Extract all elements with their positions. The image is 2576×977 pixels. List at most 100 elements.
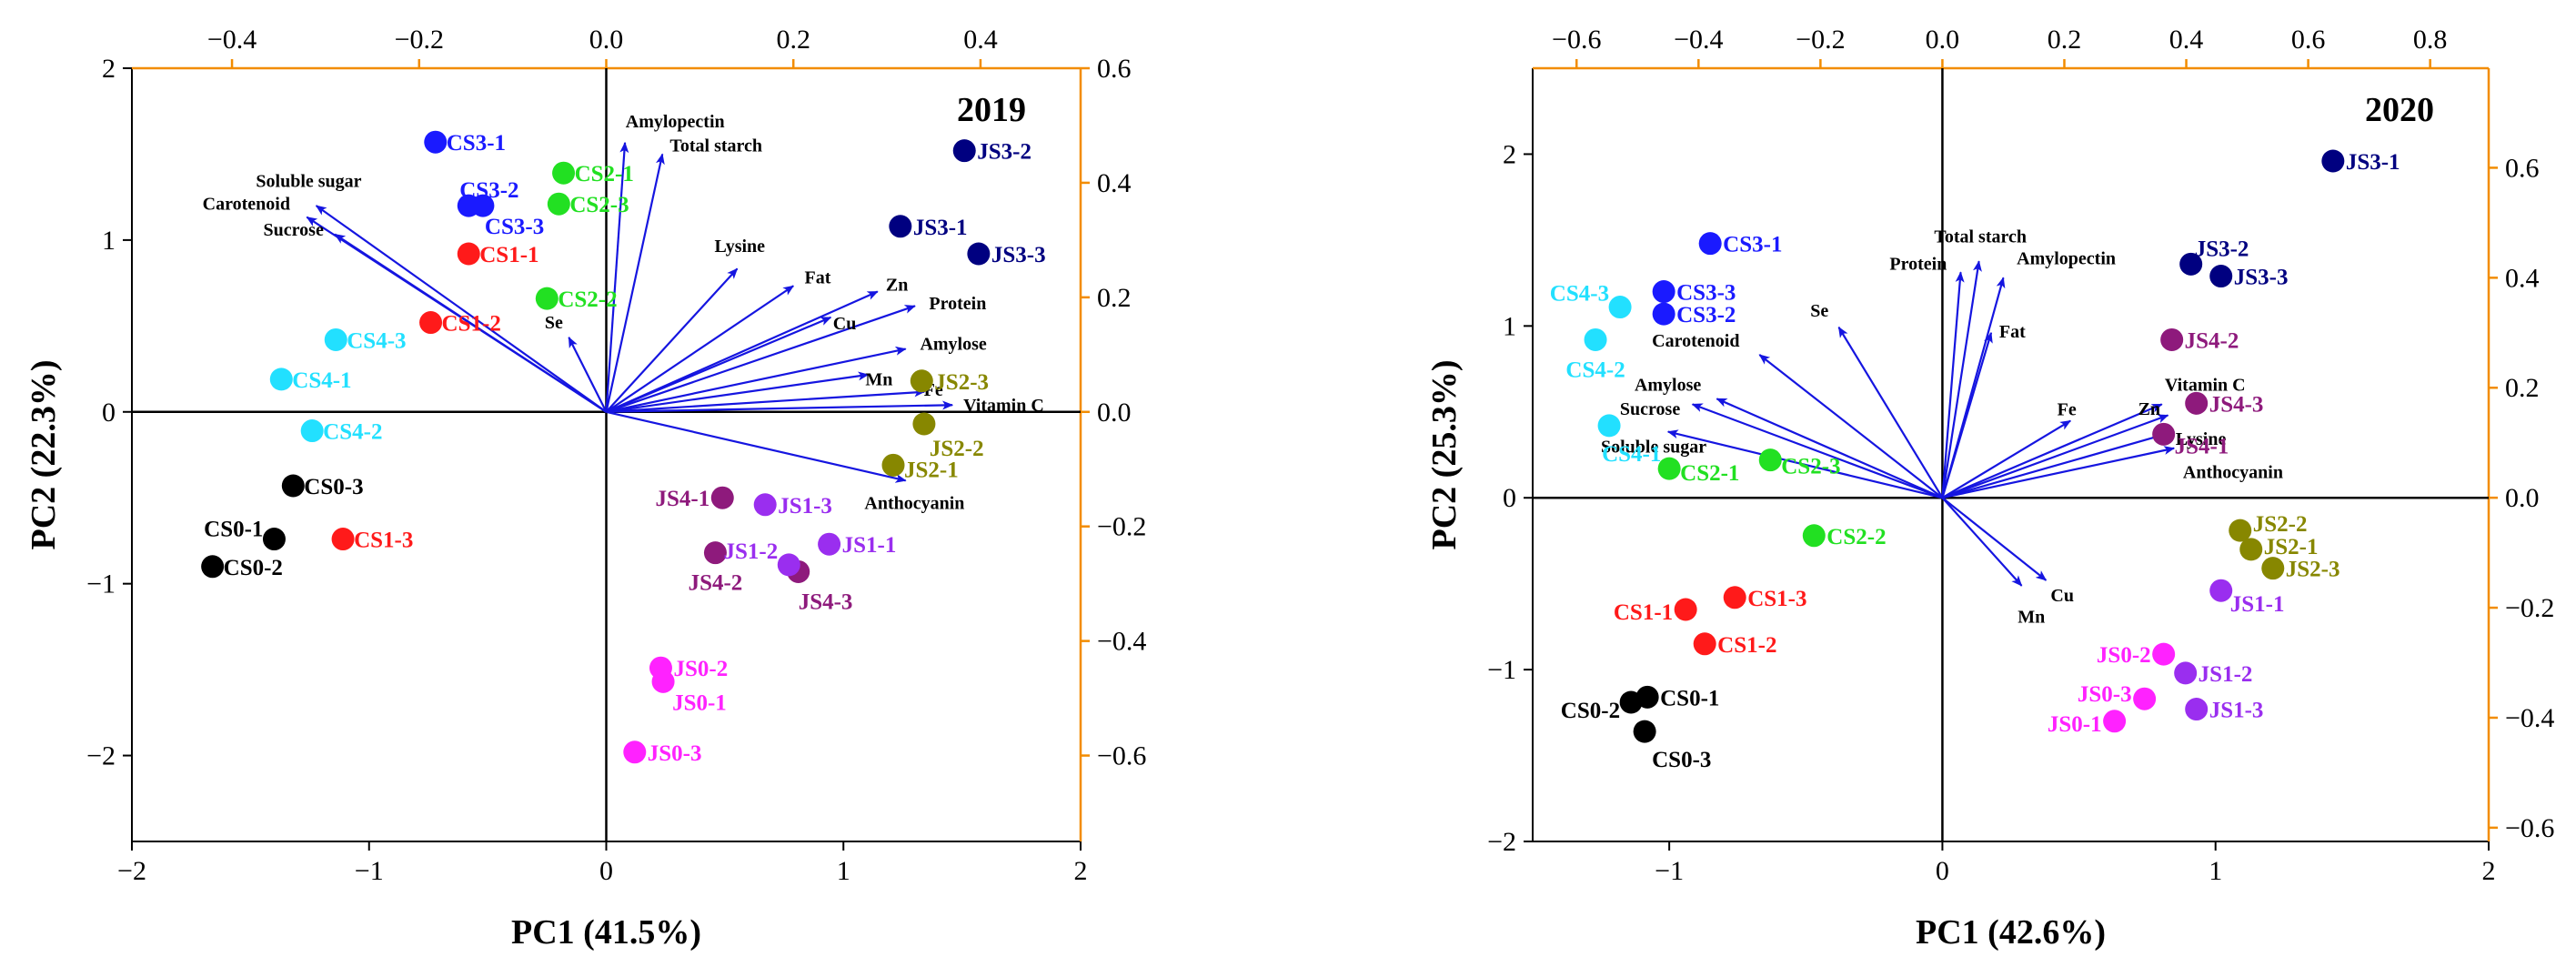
sample-point <box>889 215 912 238</box>
loading-vector <box>1941 260 1982 499</box>
vector-label: Protein <box>929 294 986 314</box>
sample-point <box>2185 698 2209 721</box>
sample-point <box>2261 557 2285 580</box>
sample-label: CS3-1 <box>1723 233 1782 257</box>
top-tick-label: −0.6 <box>1552 25 1601 55</box>
sample-point <box>424 130 448 154</box>
sample-label: CS0-2 <box>224 556 283 580</box>
y-tick-label: 1 <box>102 226 116 256</box>
y-tick-label: −2 <box>86 741 116 771</box>
vector-label: Soluble sugar <box>1601 437 1706 457</box>
vector-label: Fat <box>805 268 831 288</box>
y-tick-label: −1 <box>1487 655 1516 685</box>
vector-label: Protein <box>1889 254 1947 274</box>
sample-point <box>471 194 495 217</box>
sample-point <box>1608 296 1632 319</box>
vector-label: Se <box>545 313 563 333</box>
x-tick-label: 1 <box>2209 856 2222 886</box>
vector-label: Amylopectin <box>2017 249 2116 269</box>
vector-label: Mn <box>865 369 892 389</box>
sample-label: CS2-1 <box>575 162 634 186</box>
sample-label: CS0-1 <box>1660 686 1719 710</box>
sample-label: CS4-3 <box>347 328 406 353</box>
right-tick-label: −0.4 <box>1097 627 1146 657</box>
sample-label: JS2-1 <box>2264 535 2319 559</box>
sample-label: JS1-3 <box>778 494 832 519</box>
loading-vector <box>606 371 870 413</box>
right-tick-label: 0.4 <box>2505 263 2540 293</box>
top-tick-label: −0.4 <box>207 25 257 55</box>
right-tick-label: 0.4 <box>1097 168 1132 198</box>
x-tick-label: 2 <box>1074 856 1088 886</box>
sample-label: JS2-3 <box>934 370 989 395</box>
sample-label: JS3-3 <box>991 243 1046 267</box>
x-tick-label: 1 <box>837 856 850 886</box>
top-tick-label: 0.0 <box>589 25 624 55</box>
sample-point <box>1802 524 1826 548</box>
sample-label: JS2-1 <box>904 458 959 482</box>
sample-label: CS4-1 <box>292 368 351 393</box>
y-tick-label: 2 <box>102 54 116 84</box>
loading-vector <box>334 233 608 413</box>
sample-label: CS0-3 <box>304 475 363 499</box>
sample-point <box>967 242 991 266</box>
sample-point <box>552 161 576 185</box>
sample-point <box>419 311 443 335</box>
sample-label: CS0-2 <box>1561 699 1620 723</box>
sample-point <box>952 139 976 163</box>
loading-vector <box>606 410 907 483</box>
loading-vector <box>606 388 926 413</box>
sample-point <box>281 474 305 498</box>
loading-vector <box>315 205 608 413</box>
top-tick-label: 0.6 <box>2291 25 2326 55</box>
vector-label: Lysine <box>2176 429 2227 449</box>
sample-label: CS4-1 <box>1602 442 1661 467</box>
vector-label: Sucrose <box>1620 399 1680 419</box>
sample-label: JS2-3 <box>2286 558 2340 582</box>
vector-label: Vitamin C <box>963 396 1044 416</box>
right-tick-label: −0.2 <box>1097 512 1146 542</box>
sample-label: JS3-2 <box>2195 237 2249 261</box>
sample-label: CS4-3 <box>1550 282 1609 307</box>
sample-label: JS3-1 <box>913 216 968 240</box>
loading-vector <box>606 305 916 413</box>
sample-point <box>2174 661 2198 685</box>
sample-label: JS1-2 <box>2199 662 2253 687</box>
sample-point <box>1657 457 1681 480</box>
right-tick-label: 0.2 <box>2505 373 2540 403</box>
sample-label: JS0-2 <box>673 657 728 681</box>
vector-label: Mn <box>2018 607 2045 627</box>
sample-point <box>2209 579 2233 602</box>
y-tick-label: −1 <box>86 569 116 599</box>
vector-label: Cu <box>2050 586 2074 606</box>
sample-label: CS2-3 <box>569 193 629 217</box>
loading-vector <box>1942 446 2176 499</box>
right-tick-label: 0.0 <box>2505 483 2540 513</box>
sample-point <box>2133 687 2157 710</box>
sample-point <box>324 327 347 351</box>
sample-label: JS3-2 <box>977 140 1031 165</box>
sample-point <box>201 555 225 579</box>
vector-label: Amylopectin <box>626 112 725 132</box>
sample-label: CS3-3 <box>1676 281 1736 306</box>
x-tick-label: 0 <box>1936 856 1949 886</box>
loading-vector <box>1941 419 2072 499</box>
sample-point <box>2152 642 2176 666</box>
sample-point <box>710 486 734 509</box>
sample-label: CS0-1 <box>204 518 263 542</box>
sample-point <box>818 532 841 556</box>
sample-point <box>262 528 286 551</box>
sample-point <box>1693 632 1716 656</box>
y-tick-label: 1 <box>1503 311 1516 341</box>
sample-point <box>881 453 905 477</box>
y-tick-label: 0 <box>102 398 116 428</box>
sample-label: CS3-3 <box>485 215 544 239</box>
sample-label: JS0-1 <box>672 690 727 715</box>
right-tick-label: 0.6 <box>2505 153 2540 183</box>
vector-label: Carotenoid <box>1652 331 1739 351</box>
top-tick-label: 0.0 <box>1926 25 1960 55</box>
sample-label: CS1-2 <box>1717 633 1776 658</box>
y-tick-label: −2 <box>1487 827 1516 857</box>
sample-label: JS1-1 <box>2230 592 2285 617</box>
loading-vector <box>1941 403 2163 499</box>
